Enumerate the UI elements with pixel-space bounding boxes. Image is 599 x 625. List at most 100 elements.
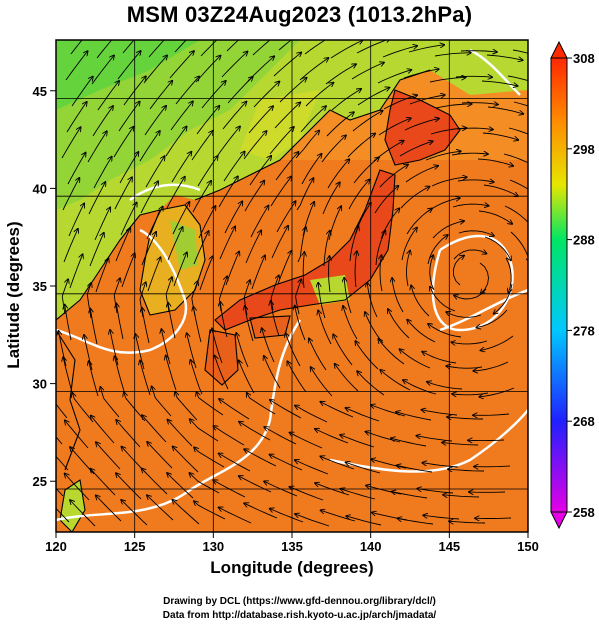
- streamline: [90, 309, 98, 345]
- streamline: [91, 56, 114, 85]
- streamline: [65, 305, 72, 341]
- streamline: [315, 429, 349, 444]
- streamline: [139, 131, 160, 162]
- streamline: [380, 370, 411, 391]
- streamline: [346, 408, 380, 422]
- streamline: [273, 53, 301, 77]
- streamline: [140, 361, 151, 396]
- streamline: [378, 339, 405, 365]
- streamline: [373, 141, 404, 162]
- streamline: [65, 51, 88, 81]
- streamline: [175, 76, 199, 105]
- streamline: [121, 253, 135, 288]
- streamline: [429, 77, 466, 83]
- y-tick-label: 30: [33, 377, 47, 392]
- streamline: [149, 81, 172, 110]
- streamline: [167, 473, 194, 499]
- streamline: [344, 278, 352, 314]
- streamline: [168, 303, 176, 339]
- streamline: [145, 156, 165, 188]
- streamline: [121, 500, 148, 526]
- streamline: [269, 127, 294, 155]
- streamline: [513, 101, 528, 107]
- streamline: [422, 352, 457, 364]
- wind-streamlines: [56, 40, 528, 527]
- streamline: [213, 426, 245, 446]
- colorbar-tick-label: 258: [573, 505, 595, 520]
- streamline: [378, 118, 411, 136]
- streamline: [403, 69, 439, 79]
- colorbar-tick-label: 308: [573, 51, 595, 66]
- streamline: [270, 509, 304, 523]
- streamline: [116, 473, 142, 500]
- streamline: [477, 158, 513, 166]
- streamline: [505, 257, 511, 293]
- streamline: [447, 417, 483, 419]
- streamline: [405, 166, 438, 183]
- streamline: [142, 415, 167, 443]
- streamline: [247, 56, 274, 82]
- x-tick-label: 140: [360, 539, 382, 554]
- streamline: [248, 106, 273, 134]
- streamline: [226, 40, 240, 52]
- streamline: [65, 420, 89, 449]
- streamline: [299, 58, 328, 81]
- streamline: [382, 46, 417, 58]
- streamline: [96, 40, 113, 59]
- streamline: [346, 462, 381, 474]
- streamline: [224, 201, 242, 234]
- streamline: [428, 324, 462, 338]
- streamline: [142, 469, 168, 495]
- streamline: [191, 360, 203, 395]
- y-tick-label: 45: [33, 84, 47, 99]
- streamline: [70, 40, 83, 55]
- streamline: [355, 251, 357, 288]
- streamline: [90, 469, 116, 496]
- streamline: [510, 231, 528, 262]
- y-tick-label: 35: [33, 279, 47, 294]
- x-axis: 120 125 130 135 140 145 150: [45, 532, 539, 554]
- colorbar-tick-label: 268: [573, 414, 595, 429]
- streamline: [144, 106, 166, 136]
- streamline: [147, 257, 161, 292]
- streamline: [449, 521, 486, 523]
- streamline: [304, 40, 327, 55]
- streamline: [400, 349, 431, 369]
- streamline: [305, 83, 333, 107]
- streamline: [383, 95, 417, 110]
- streamline: [170, 101, 193, 131]
- streamline: [270, 400, 302, 419]
- streamline: [95, 258, 108, 293]
- streamline: [320, 402, 354, 418]
- streamline: [169, 51, 194, 79]
- streamline: [494, 283, 513, 314]
- streamline: [264, 356, 281, 389]
- streamline: [460, 51, 497, 52]
- streamline: [147, 442, 173, 469]
- streamline: [295, 306, 306, 341]
- streamline: [458, 230, 494, 236]
- streamline: [193, 307, 202, 343]
- streamline: [56, 436, 63, 445]
- streamline: [152, 386, 172, 417]
- streamline: [245, 306, 254, 342]
- streamline: [252, 40, 271, 56]
- streamline: [327, 159, 349, 189]
- streamline: [452, 204, 489, 207]
- streamline: [190, 419, 219, 442]
- streamline: [94, 207, 110, 241]
- streamline: [482, 132, 518, 140]
- streamline: [329, 256, 330, 293]
- streamline: [411, 285, 430, 317]
- streamline: [295, 514, 330, 527]
- streamline: [142, 308, 150, 344]
- streamline: [325, 64, 356, 85]
- x-tick-label: 130: [202, 539, 224, 554]
- streamline: [455, 76, 492, 77]
- streamline: [219, 226, 235, 260]
- streamline: [340, 435, 375, 448]
- streamline: [120, 203, 137, 236]
- streamline: [426, 198, 460, 213]
- colorbar-tick-label: 288: [573, 233, 595, 248]
- streamline: [480, 262, 489, 294]
